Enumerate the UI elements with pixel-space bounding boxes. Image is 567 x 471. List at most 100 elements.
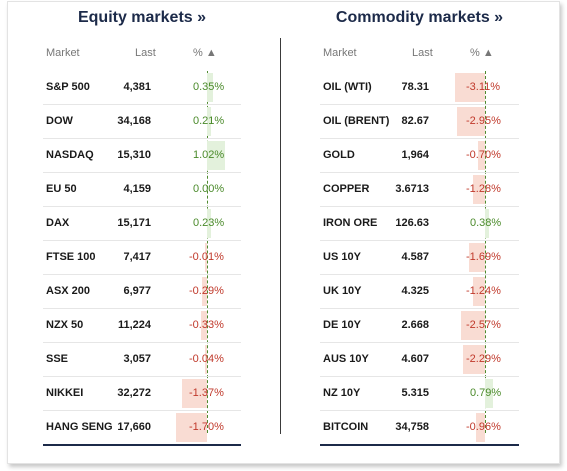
percent-change: -1.28% [466, 183, 501, 195]
table-row[interactable]: SSE 3,057 -0.04% [43, 343, 241, 377]
last-price: 34,168 [117, 115, 151, 127]
last-column-header[interactable]: Last [135, 47, 156, 59]
percent-change: -0.29% [189, 285, 224, 297]
negative-change-bar [205, 345, 207, 374]
market-name: NZ 10Y [323, 387, 361, 399]
market-name: NASDAQ [46, 149, 94, 161]
percent-change: 0.23% [193, 217, 225, 229]
last-price: 2.668 [401, 319, 429, 331]
negative-change-bar [473, 277, 485, 306]
market-name: US 10Y [323, 251, 361, 263]
last-price: 32,272 [117, 387, 151, 399]
table-row[interactable]: HANG SENG 17,660 -1.70% [43, 411, 241, 446]
table-row[interactable]: DAX 15,171 0.23% [43, 207, 241, 241]
market-name: HANG SENG [46, 421, 113, 433]
percent-change: -0.96% [466, 421, 501, 433]
negative-change-bar [182, 379, 207, 408]
equity-rows: S&P 500 4,381 0.35% DOW 34,168 0.21% NASDAQ 15,… [43, 71, 241, 446]
market-name: NZX 50 [46, 319, 84, 331]
table-row[interactable]: NZ 10Y 5.315 0.79% [320, 377, 519, 411]
percent-change: -0.04% [189, 353, 224, 365]
negative-change-bar [472, 175, 485, 204]
percent-change: -1.37% [189, 387, 224, 399]
table-row[interactable]: BITCOIN 34,758 -0.96% [320, 411, 519, 446]
last-price: 11,224 [117, 319, 151, 331]
equity-markets-link[interactable]: Equity markets » [77, 9, 207, 26]
negative-change-bar [460, 311, 485, 340]
last-price: 126.63 [395, 217, 429, 229]
last-column-header[interactable]: Last [412, 47, 433, 59]
percent-change: -1.24% [466, 285, 501, 297]
last-price: 78.31 [401, 81, 429, 93]
table-row[interactable]: COPPER 3.6713 -1.28% [320, 173, 519, 207]
negative-change-bar [468, 243, 485, 272]
last-price: 5.315 [401, 387, 429, 399]
table-row[interactable]: OIL (WTI) 78.31 -3.11% [320, 71, 519, 105]
table-row[interactable]: OIL (BRENT) 82.67 -2.95% [320, 105, 519, 139]
table-row[interactable]: GOLD 1,964 -0.70% [320, 139, 519, 173]
table-row[interactable]: FTSE 100 7,417 -0.01% [43, 241, 241, 275]
negative-change-bar [205, 243, 207, 272]
last-price: 7,417 [123, 251, 151, 263]
table-row[interactable]: US 10Y 4.587 -1.69% [320, 241, 519, 275]
market-name: DE 10Y [323, 319, 361, 331]
table-row[interactable]: NASDAQ 15,310 1.02% [43, 139, 241, 173]
last-price: 17,660 [117, 421, 151, 433]
negative-change-bar [201, 277, 207, 306]
market-name: ASX 200 [46, 285, 91, 297]
market-name: AUS 10Y [323, 353, 369, 365]
positive-change-bar [207, 209, 212, 238]
market-name: IRON ORE [323, 217, 378, 229]
table-row[interactable]: EU 50 4,159 0.00% [43, 173, 241, 207]
commodity-markets-link[interactable]: Commodity markets » [335, 9, 504, 26]
last-price: 4.325 [401, 285, 429, 297]
percent-change: -3.11% [466, 81, 501, 93]
table-row[interactable]: DE 10Y 2.668 -2.57% [320, 309, 519, 343]
positive-change-bar [207, 107, 211, 136]
table-row[interactable]: NIKKEI 32,272 -1.37% [43, 377, 241, 411]
last-price: 15,171 [117, 217, 151, 229]
last-price: 1,964 [401, 149, 429, 161]
table-row[interactable]: DOW 34,168 0.21% [43, 105, 241, 139]
table-row[interactable]: ASX 200 6,977 -0.29% [43, 275, 241, 309]
market-name: OIL (BRENT) [323, 115, 390, 127]
percent-change: 0.21% [193, 115, 225, 127]
percent-change: -0.70% [466, 149, 501, 161]
table-row[interactable]: UK 10Y 4.325 -1.24% [320, 275, 519, 309]
last-price: 4.607 [401, 353, 429, 365]
percent-change: 1.02% [193, 149, 225, 161]
market-column-header[interactable]: Market [323, 47, 357, 59]
percent-change: 0.79% [470, 387, 502, 399]
percent-change: -1.69% [466, 251, 501, 263]
market-column-header[interactable]: Market [46, 47, 80, 59]
last-price: 4.587 [401, 251, 429, 263]
market-name: DOW [46, 115, 73, 127]
market-name: OIL (WTI) [323, 81, 372, 93]
percent-change: 0.35% [193, 81, 225, 93]
market-name: FTSE 100 [46, 251, 96, 263]
negative-change-bar [475, 413, 485, 442]
pct-column-header[interactable]: % ▲ [470, 47, 494, 59]
commodity-rows: OIL (WTI) 78.31 -3.11% OIL (BRENT) 82.67 -2.9… [320, 71, 519, 446]
percent-change: -1.70% [189, 421, 224, 433]
table-row[interactable]: NZX 50 11,224 -0.33% [43, 309, 241, 343]
last-price: 6,977 [123, 285, 151, 297]
last-price: 15,310 [117, 149, 151, 161]
equity-zero-line [207, 71, 208, 433]
table-row[interactable]: S&P 500 4,381 0.35% [43, 71, 241, 105]
positive-change-bar [207, 141, 226, 170]
last-price: 3,057 [123, 353, 151, 365]
market-name: GOLD [323, 149, 355, 161]
panel-divider [280, 38, 281, 434]
table-row[interactable]: IRON ORE 126.63 0.38% [320, 207, 519, 241]
percent-change: -2.95% [466, 115, 501, 127]
negative-change-bar [455, 73, 485, 102]
table-row[interactable]: AUS 10Y 4.607 -2.29% [320, 343, 519, 377]
commodity-zero-line [485, 71, 486, 433]
percent-change: -2.29% [466, 353, 501, 365]
percent-change: 0.38% [470, 217, 502, 229]
pct-column-header[interactable]: % ▲ [193, 47, 217, 59]
last-price: 4,159 [123, 183, 151, 195]
last-price: 4,381 [123, 81, 151, 93]
commodity-table-header: Market Last % ▲ [320, 44, 519, 66]
